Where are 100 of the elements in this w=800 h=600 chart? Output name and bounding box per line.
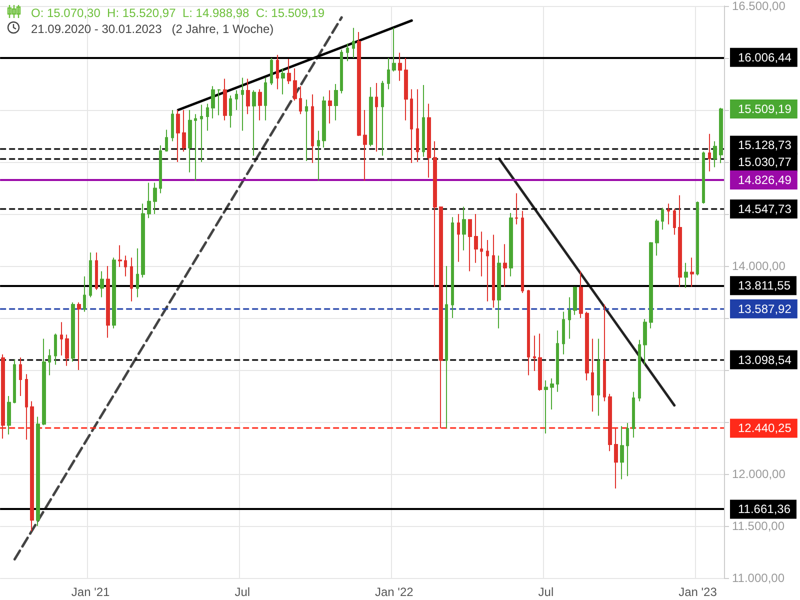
candlestick (638, 339, 641, 402)
candlestick (632, 391, 635, 438)
ref-line-label: 14.547,73 (738, 202, 792, 216)
candlestick (176, 110, 180, 162)
candlestick (19, 357, 22, 396)
candlestick (398, 52, 402, 82)
candlestick (655, 218, 659, 256)
candlestick (690, 257, 694, 288)
candlestick (603, 304, 606, 402)
candlestick (591, 338, 594, 412)
candlestick (305, 99, 308, 162)
candlestick (334, 84, 338, 121)
candlestick (293, 68, 297, 102)
candlestick (346, 42, 349, 62)
candlestick (503, 244, 507, 288)
ref-line-label: 11.661,36 (738, 502, 791, 516)
candlestick (141, 203, 145, 278)
candlestick (474, 214, 478, 264)
candlestick (556, 330, 559, 392)
candlestick (643, 318, 647, 366)
candlestick (124, 255, 127, 277)
candlestick (211, 86, 215, 119)
candlestick (708, 133, 711, 172)
y-tick-label: 12.000,00 (732, 467, 786, 481)
candlestick (521, 210, 524, 294)
candlestick (649, 242, 653, 329)
candlestick (369, 86, 373, 147)
candlestick (246, 78, 250, 115)
candlestick (171, 110, 174, 142)
candlestick (159, 144, 162, 194)
y-tick-label: 11.000,00 (732, 571, 785, 585)
ref-line-label: 15.128,73 (738, 138, 792, 152)
candlestick (515, 192, 518, 225)
candlestick (299, 86, 302, 115)
candlestick (533, 335, 536, 372)
candlestick (492, 234, 495, 308)
x-tick-label: Jul (234, 585, 250, 599)
text: 21.09.2020 - 30.01.2023 (2 Jahre, 1 Woche) (31, 22, 274, 36)
candlestick (36, 416, 40, 526)
ref-line-label: 12.440,25 (738, 421, 792, 436)
candlestick (100, 270, 104, 298)
candlestick (416, 88, 419, 162)
candlestick (48, 348, 51, 376)
candlestick (322, 96, 326, 148)
candlestick (480, 231, 483, 277)
candlestick (1, 354, 5, 440)
ref-line-label: 15.030,77 (738, 155, 792, 170)
candlestick (194, 114, 197, 182)
candlestick (153, 182, 157, 214)
candlestick (95, 252, 98, 290)
candlestick (77, 302, 81, 370)
candlestick (223, 78, 227, 121)
candlestick (702, 151, 705, 204)
candlestick (509, 212, 513, 277)
candlestick (7, 396, 11, 435)
candlestick (486, 240, 489, 302)
candlestick (375, 82, 378, 152)
text: 15.509,19 (738, 102, 792, 116)
candlestick (445, 266, 448, 429)
candlestick (317, 130, 320, 182)
ref-line-label: 16.006,44 (738, 50, 792, 64)
candlestick (614, 428, 618, 490)
candlestick (106, 266, 110, 338)
candlestick (311, 94, 314, 164)
candlestick (281, 68, 285, 95)
candlestick (112, 257, 116, 329)
candlestick (287, 58, 291, 84)
candlestick (550, 378, 554, 410)
candlestick (544, 380, 548, 434)
candlestick (340, 49, 343, 94)
x-tick-label: Jul (538, 585, 554, 599)
candlestick (30, 400, 34, 532)
candlestick (264, 77, 267, 121)
candlestick (462, 206, 466, 251)
x-tick-label: Jan '22 (374, 585, 414, 599)
candlestick (433, 140, 437, 288)
candlestick (620, 426, 624, 480)
candlestick (54, 333, 57, 366)
candlestick (696, 201, 699, 276)
candlestick (597, 338, 600, 416)
chart-title: O: 15.070,30 H: 15.520,97 L: 14.988,98 C: 15.509,19 (31, 6, 325, 20)
candlestick (626, 422, 629, 477)
candlestick (427, 103, 431, 178)
candlestick (65, 334, 69, 366)
candlestick (527, 289, 530, 376)
candlestick (562, 311, 565, 355)
candlestick (497, 255, 501, 329)
x-tick-label: Jan '23 (678, 585, 718, 599)
candlestick (235, 90, 238, 110)
candlestick (410, 88, 413, 164)
candlestick (147, 182, 151, 219)
candlestick (60, 322, 63, 356)
candlestick (217, 88, 221, 116)
candlestick (352, 27, 355, 58)
candlestick (71, 302, 75, 362)
candlestick (457, 214, 460, 262)
candlestick (439, 206, 443, 429)
candlestick (678, 194, 682, 288)
candlestick (387, 58, 390, 90)
candlestick (451, 216, 454, 318)
